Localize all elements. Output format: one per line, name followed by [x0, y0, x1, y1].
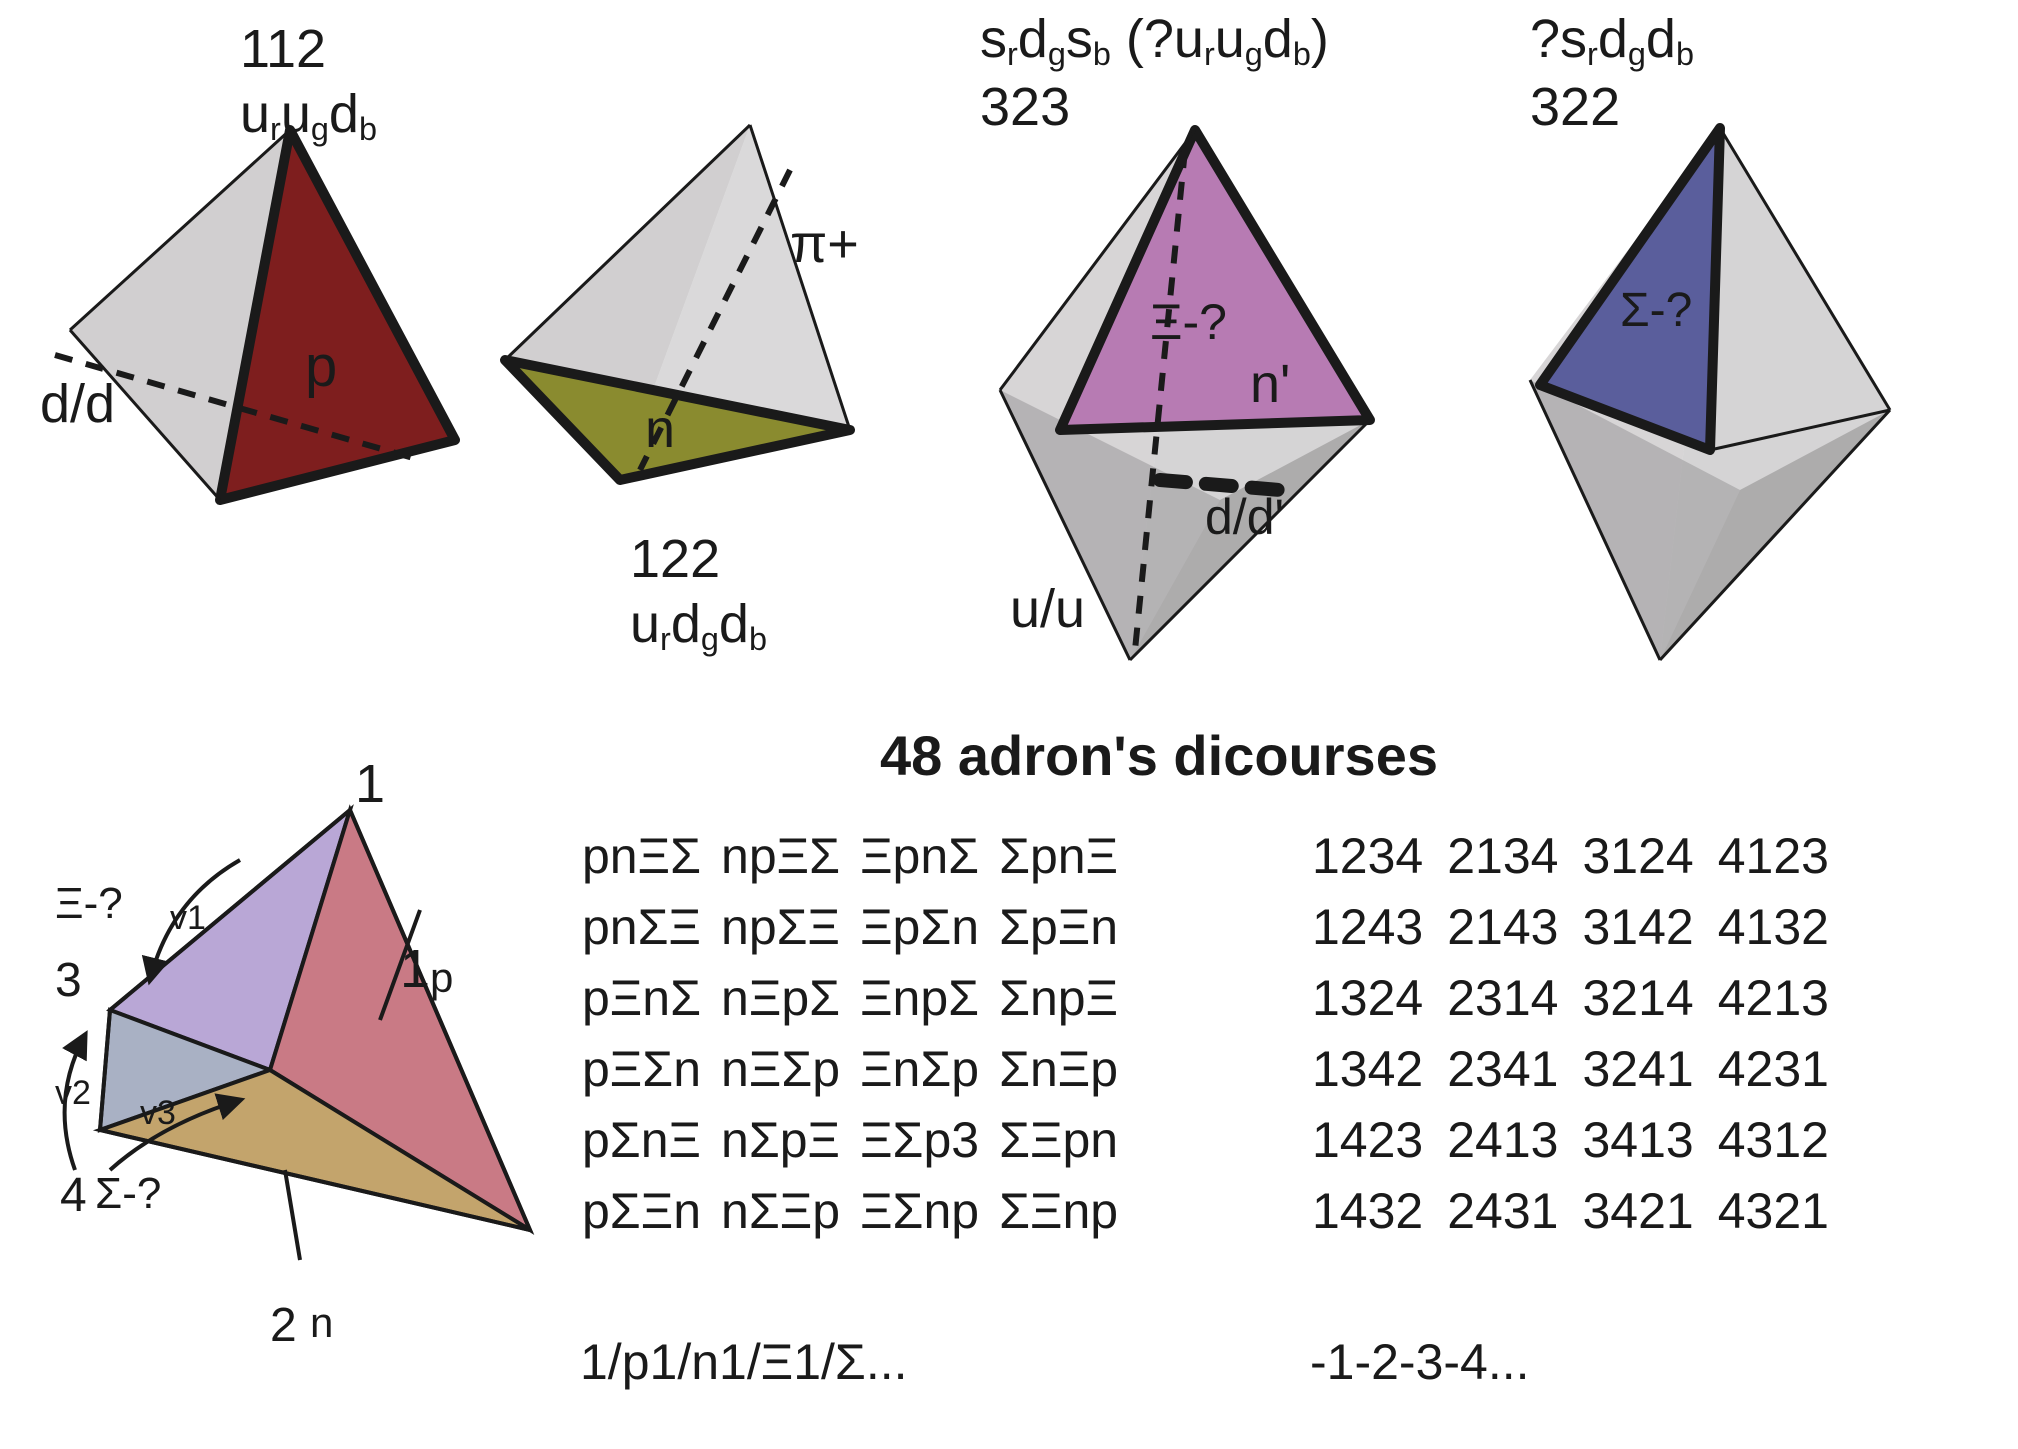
label-ddprime: d/d': [1205, 490, 1284, 545]
label-top4-title: ?srdgdb: [1530, 10, 1694, 73]
label-112: 112: [240, 20, 326, 79]
table-numbers: 1234213431244123 1243214331424132 13242314…: [1310, 820, 1853, 1248]
label-p-face: p: [305, 335, 337, 399]
table-cell: 3142: [1582, 893, 1715, 962]
table-cell: ΣnΞp: [999, 1035, 1136, 1104]
table-cell: nΣΞp: [721, 1177, 858, 1246]
table-cell: 4213: [1718, 964, 1851, 1033]
table-cell: ΞΣnp: [860, 1177, 997, 1246]
table-cell: 2431: [1447, 1177, 1580, 1246]
v3: v3: [140, 1095, 176, 1132]
num-4: 4: [60, 1170, 87, 1223]
table-cell: pΞΣn: [582, 1035, 719, 1104]
label-sigma-face: Σ-?: [1620, 285, 1692, 338]
table-cell: pΣΞn: [582, 1177, 719, 1246]
table-cell: 2413: [1447, 1106, 1580, 1175]
table-cell: ΞnpΣ: [860, 964, 997, 1033]
table-symbols: pnΞΣnpΞΣΞpnΣΣpnΞ pnΣΞnpΣΞΞpΣnΣpΞn pΞnΣnΞpΣ…: [580, 820, 1138, 1248]
table-cell: npΞΣ: [721, 822, 858, 891]
face-sigma: Σ-?: [95, 1170, 161, 1218]
table-cell: pnΞΣ: [582, 822, 719, 891]
table-cell: ΞΣp3: [860, 1106, 997, 1175]
num-2: 2: [270, 1300, 297, 1353]
table-cell: 2134: [1447, 822, 1580, 891]
table-cell: ΣΞnp: [999, 1177, 1136, 1246]
label-top1-quark: urugdb: [240, 85, 377, 148]
num-1p-p: p: [430, 955, 453, 1001]
tetra-p: [60, 120, 480, 540]
table-cell: nΞpΣ: [721, 964, 858, 1033]
table-cell: 3214: [1582, 964, 1715, 1033]
table-cell: ΣpΞn: [999, 893, 1136, 962]
face-xi: Ξ-?: [55, 880, 123, 928]
table-cell: 4231: [1718, 1035, 1851, 1104]
table-cell: 1243: [1312, 893, 1445, 962]
table-cell: npΣΞ: [721, 893, 858, 962]
table-cell: 2143: [1447, 893, 1580, 962]
table-cell: ΞpΣn: [860, 893, 997, 962]
table-cell: nΞΣp: [721, 1035, 858, 1104]
label-xi-face: Ξ-?: [1150, 295, 1227, 350]
tetra-numbered: [40, 790, 560, 1310]
table-cell: pΣnΞ: [582, 1106, 719, 1175]
footer-left: 1/p1/n1/Ξ1/Σ...: [580, 1335, 908, 1390]
table-cell: 2314: [1447, 964, 1580, 1033]
tetra-n: [480, 120, 880, 540]
num-1: 1: [355, 755, 385, 814]
v1: v1: [170, 900, 206, 937]
num-1p-1: 1: [400, 940, 430, 999]
table-cell: 1423: [1312, 1106, 1445, 1175]
label-top3-title: srdgsb (?urugdb): [980, 10, 1329, 73]
v2: v2: [55, 1075, 91, 1112]
diagram-stage: 112 urugdb d/d p π+ n 122 urdgdb srdgsb …: [0, 0, 2018, 1449]
face-n: n: [310, 1300, 333, 1346]
table-cell: 1234: [1312, 822, 1445, 891]
title-48-adrons: 48 adron's dicourses: [880, 725, 1438, 787]
num-3: 3: [55, 955, 82, 1008]
label-322: 322: [1530, 78, 1620, 137]
table-cell: 4123: [1718, 822, 1851, 891]
table-cell: 3241: [1582, 1035, 1715, 1104]
table-cell: ΣpnΞ: [999, 822, 1136, 891]
tetra-sigma: [1500, 120, 1920, 680]
table-cell: 1324: [1312, 964, 1445, 1033]
table-cell: 3421: [1582, 1177, 1715, 1246]
footer-right: -1-2-3-4...: [1310, 1335, 1530, 1390]
table-cell: ΞpnΣ: [860, 822, 997, 891]
table-cell: ΣnpΞ: [999, 964, 1136, 1033]
label-pion: π+: [790, 215, 859, 274]
table-cell: 4312: [1718, 1106, 1851, 1175]
table-cell: 2341: [1447, 1035, 1580, 1104]
label-323: 323: [980, 78, 1070, 137]
table-cell: pΞnΣ: [582, 964, 719, 1033]
table-cell: nΣpΞ: [721, 1106, 858, 1175]
table-cell: 3413: [1582, 1106, 1715, 1175]
label-122: 122: [630, 530, 720, 589]
label-n-face: n: [645, 400, 675, 459]
table-cell: 1432: [1312, 1177, 1445, 1246]
label-top2-quark: urdgdb: [630, 595, 767, 658]
table-cell: ΞnΣp: [860, 1035, 997, 1104]
table-cell: ΣΞpn: [999, 1106, 1136, 1175]
label-nprime: n': [1250, 355, 1290, 414]
label-dd: d/d: [40, 375, 115, 434]
table-cell: 4132: [1718, 893, 1851, 962]
table-cell: 4321: [1718, 1177, 1851, 1246]
table-cell: 1342: [1312, 1035, 1445, 1104]
table-cell: 3124: [1582, 822, 1715, 891]
label-uu: u/u: [1010, 580, 1085, 639]
table-cell: pnΣΞ: [582, 893, 719, 962]
